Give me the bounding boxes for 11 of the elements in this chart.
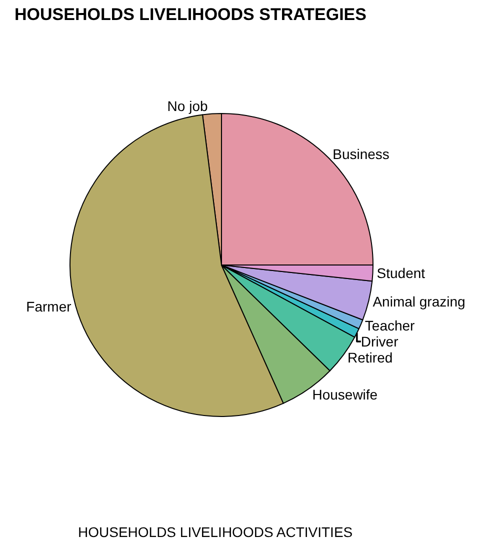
slice-label: Animal grazing [372,293,466,310]
slice-label: Farmer [26,298,72,314]
slice-label: Driver [360,334,399,350]
slice-label: Student [376,265,426,282]
slice-label: Business [332,146,390,162]
slice-label: No job [167,98,208,114]
slice-label: Retired [348,350,393,366]
text: HOUSEHOLDS LIVELIHOODS ACTIVITIES [78,524,353,540]
slice-label: Teacher [364,318,416,334]
slice-label: Housewife [312,386,378,403]
chart-title: HOUSEHOLDS LIVELIHOODS STRATEGIES [14,5,366,24]
